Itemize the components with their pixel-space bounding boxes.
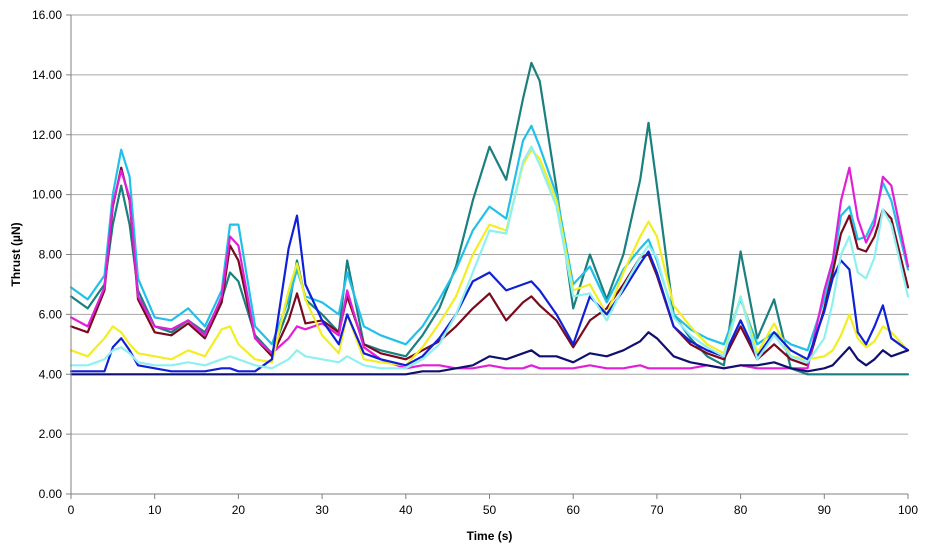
y-tick-label: 6.00 <box>39 307 63 321</box>
series-line-navy <box>69 331 910 376</box>
series-line-light-cyan <box>69 145 910 370</box>
y-tick-label: 16.00 <box>32 8 62 22</box>
y-axis-ticks: 0.00 2.00 4.00 6.00 8.00 10.00 12.00 14.00 16.00 <box>32 8 71 501</box>
y-tick-label: 12.00 <box>32 128 62 142</box>
x-axis-ticks: 0 10 20 30 40 50 60 70 80 90 100 <box>68 494 918 517</box>
x-tick-label: 60 <box>567 503 581 517</box>
y-axis-title: Thrust (µN) <box>9 222 23 286</box>
x-tick-label: 80 <box>734 503 748 517</box>
x-tick-label: 10 <box>148 503 162 517</box>
x-tick-label: 0 <box>68 503 75 517</box>
x-tick-label: 70 <box>650 503 664 517</box>
x-tick-label: 90 <box>818 503 832 517</box>
y-tick-label: 10.00 <box>32 188 62 202</box>
series-line-blue <box>69 214 910 373</box>
x-tick-label: 30 <box>315 503 329 517</box>
x-tick-label: 20 <box>232 503 246 517</box>
y-tick-label: 14.00 <box>32 68 62 82</box>
y-tick-label: 8.00 <box>39 248 63 262</box>
y-tick-label: 0.00 <box>39 487 63 501</box>
x-tick-label: 100 <box>898 503 918 517</box>
x-tick-label: 40 <box>399 503 413 517</box>
y-tick-label: 4.00 <box>39 367 63 381</box>
series-line-magenta <box>69 166 910 370</box>
series-line-cyan <box>69 124 910 352</box>
x-tick-label: 50 <box>483 503 497 517</box>
series-line-teal <box>69 61 910 376</box>
x-axis-title: Time (s) <box>467 529 513 543</box>
plot-series <box>69 61 910 376</box>
y-tick-label: 2.00 <box>39 427 63 441</box>
